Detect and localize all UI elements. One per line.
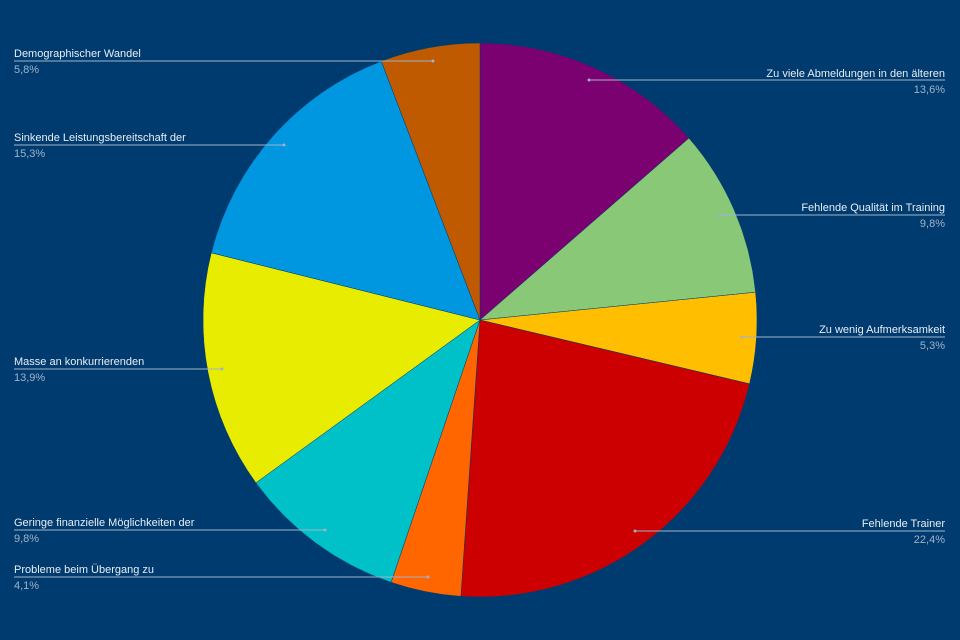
slice-value-label: 15,3% (14, 148, 45, 160)
pie-slice (479, 137, 756, 321)
leader-dot (220, 367, 224, 371)
slice-label: Fehlende Trainer (862, 518, 945, 530)
leader-dot (740, 335, 744, 339)
slice-label: Demographischer Wandel (14, 48, 141, 60)
slice-value-label: 13,9% (14, 372, 45, 384)
pie-slice (210, 60, 481, 321)
slice-label: Zu wenig Aufmerksamkeit (819, 324, 945, 336)
slice-label: Zu viele Abmeldungen in den älteren (766, 68, 945, 80)
slice-label: Fehlende Qualität im Training (801, 202, 945, 214)
slice-label: Sinkende Leistungsbereitschaft der (14, 132, 186, 144)
leader-dot (431, 59, 435, 63)
slice-value-label: 9,8% (14, 533, 39, 545)
leader-dot (426, 575, 430, 579)
slice-label: Geringe finanzielle Möglichkeiten der (14, 517, 195, 529)
slice-label: Masse an konkurrierenden (14, 356, 144, 368)
pie-slice (255, 319, 481, 583)
pie-slice (202, 252, 481, 484)
pie-slice (479, 42, 690, 321)
leader-dot (282, 143, 286, 147)
slice-value-label: 9,8% (920, 218, 945, 230)
leader-dot (633, 529, 637, 533)
slice-label: Probleme beim Übergang zu (14, 564, 154, 576)
slice-value-label: 13,6% (914, 84, 945, 96)
slice-value-label: 5,3% (920, 340, 945, 352)
slice-value-label: 5,8% (14, 64, 39, 76)
leader-dot (587, 78, 591, 82)
leader-dot (323, 528, 327, 532)
pie-slice (460, 319, 750, 598)
slice-value-label: 4,1% (14, 580, 39, 592)
leader-dot (718, 213, 722, 217)
slice-value-label: 22,4% (914, 534, 945, 546)
